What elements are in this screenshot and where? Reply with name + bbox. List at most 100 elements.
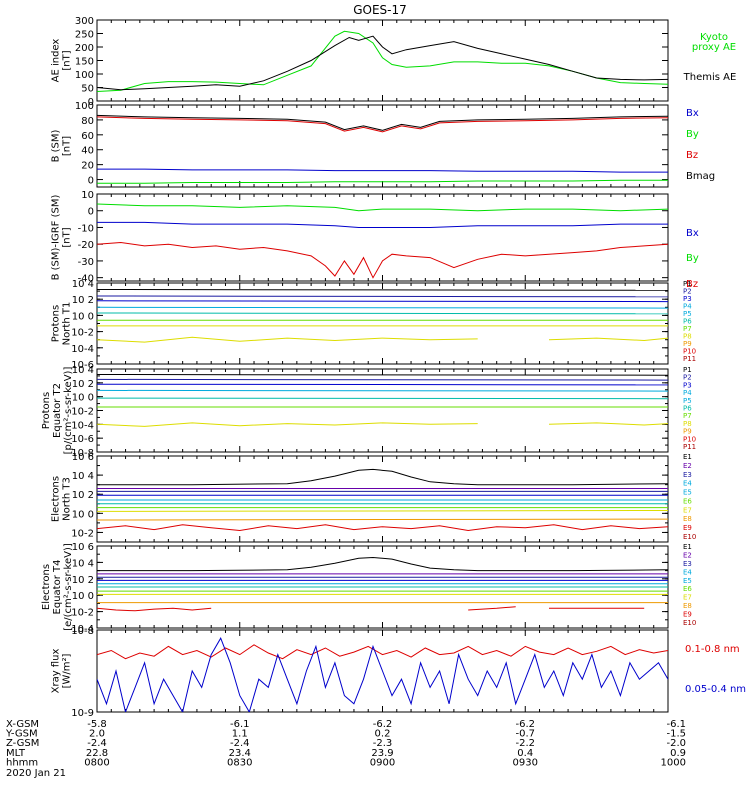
legend-item: E6 xyxy=(683,497,692,505)
y-tick-label: 10 0 xyxy=(72,311,94,322)
legend-item: P6 xyxy=(683,405,692,413)
y-tick-label: 60 xyxy=(81,131,94,142)
legend-item: P3 xyxy=(683,295,692,303)
time-axis-value: -0.7 xyxy=(515,729,535,740)
legend-item: E8 xyxy=(683,515,692,523)
legend-item: P2 xyxy=(683,288,692,296)
panel-xray: 10-9 10-8 Xray flux [W/m²] 0.1-0.8 nm 0.05-0.… xyxy=(51,626,747,719)
y-axis-label: [nT] xyxy=(62,227,73,247)
panel-ae: 0 50 100 150 200 250 300 AE index [nT] Kyotoproxy… xyxy=(51,16,737,108)
y-axis-label: Electrons xyxy=(41,564,52,610)
time-axis-value: -2.4 xyxy=(230,738,250,749)
time-axis-value: -6.1 xyxy=(230,719,250,730)
legend-item: P6 xyxy=(683,318,692,326)
y-tick-label: 10-2 xyxy=(71,407,94,418)
y-tick-label: 10-9 xyxy=(71,708,94,719)
time-axis-row-label: Z-GSM xyxy=(6,738,39,749)
y-tick-label: 10-2 xyxy=(71,328,94,339)
time-axis-value: 1.1 xyxy=(232,729,248,740)
series-line-p3 xyxy=(97,300,668,303)
y-tick-label: 100 xyxy=(75,70,94,81)
series-group xyxy=(97,637,668,712)
series-line-p1 xyxy=(97,374,668,376)
legend-item: E1 xyxy=(683,543,692,551)
legend-item: P10 xyxy=(683,435,696,443)
panel-protons_t2: 10-8 10-6 10-4 10-2 10 0 10 2 10 4 Protons Equat… xyxy=(41,365,696,459)
y-tick-label: 10 6 xyxy=(72,452,94,463)
y-axis-label: [nT] xyxy=(62,50,73,70)
series-line-kyoto-proxy-ae xyxy=(97,30,668,92)
series-line-bx xyxy=(97,168,668,173)
series-line-p8 xyxy=(97,422,478,427)
y-tick-label: 50 xyxy=(81,84,94,95)
legend-item: P4 xyxy=(683,303,692,311)
series-line-e1 xyxy=(97,556,668,572)
series-line-p4 xyxy=(97,306,668,309)
series-line-e10b xyxy=(468,606,516,611)
legend-item: P9 xyxy=(683,340,692,348)
y-tick-label: 10-6 xyxy=(71,360,94,371)
y-tick-label: -40 xyxy=(78,274,94,285)
series-line-p1 xyxy=(97,289,668,291)
time-axis-value: -5.8 xyxy=(87,719,107,730)
series-line-e10 xyxy=(97,524,668,532)
legend-item: E1 xyxy=(683,453,692,461)
legend-item: E4 xyxy=(683,568,692,576)
y-tick-label: 20 xyxy=(81,161,94,172)
y-axis-label: Protons xyxy=(51,305,62,342)
series-group xyxy=(97,114,668,184)
legend-item: Bmag xyxy=(686,171,715,182)
series-group xyxy=(97,30,668,92)
legend-item: P5 xyxy=(683,397,692,405)
y-tick-label: 10 2 xyxy=(72,379,94,390)
time-axis: X-GSMY-GSMZ-GSMMLThhmm-5.82.0-2.422.8080… xyxy=(5,719,686,768)
legend-item: Bz xyxy=(686,150,698,161)
y-axis-label: Electrons xyxy=(51,476,62,522)
legend-item: E5 xyxy=(683,489,692,497)
legend-item: E10 xyxy=(683,533,696,541)
legend-item: By xyxy=(686,129,699,140)
y-axis-label: AE index xyxy=(51,39,62,83)
time-axis-value: 0.2 xyxy=(375,729,391,740)
legend-item: P7 xyxy=(683,412,692,420)
y-tick-label: 10-6 xyxy=(71,434,94,445)
y-tick-label: -10 xyxy=(78,223,94,234)
series-line-p8b xyxy=(548,422,668,426)
y-tick-label: 0 xyxy=(88,207,94,218)
date-label: 2020 Jan 21 xyxy=(6,768,66,779)
legend-item: P8 xyxy=(683,333,692,341)
y-axis-label: Equator T2 xyxy=(52,383,63,438)
y-tick-label: 10 4 xyxy=(72,471,94,482)
series-line-bz xyxy=(97,116,668,133)
y-tick-label: 0 xyxy=(88,176,94,187)
series-line-p3 xyxy=(97,383,668,386)
y-tick-label: 300 xyxy=(75,16,94,27)
legend-item: E6 xyxy=(683,585,692,593)
time-axis-value: -2.0 xyxy=(666,738,686,749)
series-line-e1 xyxy=(97,468,668,486)
y-tick-label: 10 2 xyxy=(72,490,94,501)
legend-item: P1 xyxy=(683,280,692,288)
y-axis-label: Xray flux xyxy=(51,649,62,694)
y-axis-label: Protons xyxy=(41,392,52,429)
series-line-p5 xyxy=(97,397,668,400)
series-group xyxy=(97,203,668,279)
time-axis-value: 0830 xyxy=(227,757,252,768)
legend-item: Bx xyxy=(686,228,699,239)
y-tick-label: 10 0 xyxy=(72,393,94,404)
series-line-p8b xyxy=(548,337,668,342)
time-axis-value: -1.5 xyxy=(666,729,686,740)
time-axis-value: -2.3 xyxy=(373,738,393,749)
series-line-p4 xyxy=(97,389,668,392)
time-axis-row-label: hhmm xyxy=(6,757,38,768)
series-line-e8 xyxy=(97,510,668,512)
series-line-p2 xyxy=(97,295,668,298)
y-axis-label: B (SM)-IGRF (SM) xyxy=(51,195,62,281)
y-tick-label: 10 6 xyxy=(72,542,94,553)
time-axis-row-label: Y-GSM xyxy=(5,729,38,740)
